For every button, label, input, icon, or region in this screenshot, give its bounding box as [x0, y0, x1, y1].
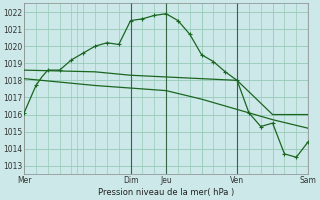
X-axis label: Pression niveau de la mer( hPa ): Pression niveau de la mer( hPa ): [98, 188, 234, 197]
